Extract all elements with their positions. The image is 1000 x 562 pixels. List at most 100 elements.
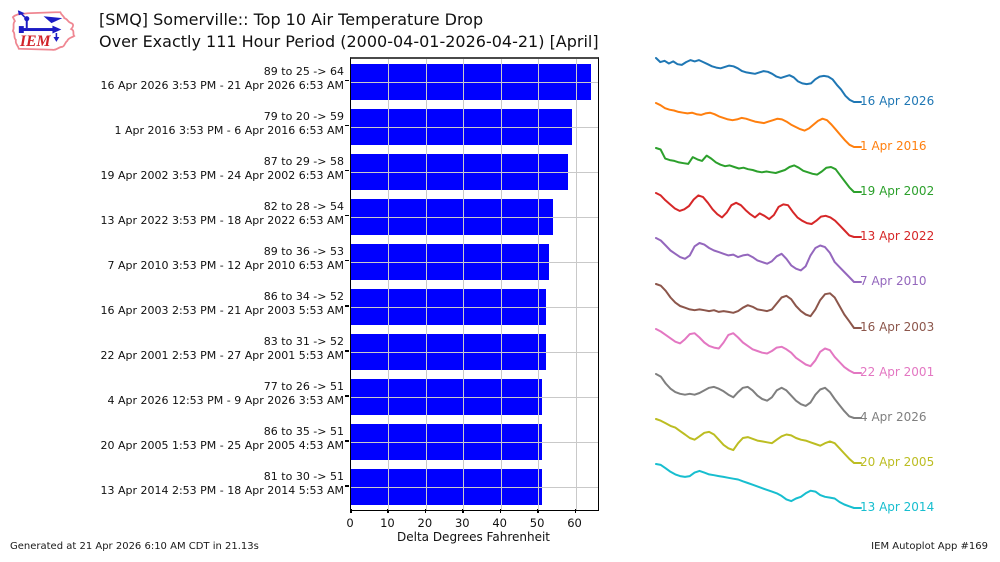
x-tick bbox=[424, 509, 427, 513]
grid-line-horizontal bbox=[351, 307, 598, 309]
sparkline-label: 22 Apr 2001 bbox=[860, 364, 935, 379]
bar-label: 79 to 20 -> 59 1 Apr 2016 3:53 PM - 6 Apr… bbox=[44, 110, 344, 138]
bar-label-period: 7 Apr 2010 3:53 PM - 12 Apr 2010 6:53 AM bbox=[107, 258, 344, 272]
grid-line-vertical bbox=[463, 59, 465, 510]
sparkline-path bbox=[655, 417, 862, 464]
bar-label-range: 79 to 20 -> 59 bbox=[263, 109, 344, 123]
sparkline-16-apr-2003 bbox=[655, 282, 862, 329]
sparkline-path bbox=[655, 147, 862, 194]
bar-label: 81 to 30 -> 51 13 Apr 2014 2:53 PM - 18 A… bbox=[44, 470, 344, 498]
bar-label-period: 16 Apr 2026 3:53 PM - 21 Apr 2026 6:53 A… bbox=[100, 78, 344, 92]
sparkline-label: 16 Apr 2026 bbox=[860, 94, 935, 108]
grid-line-horizontal bbox=[351, 81, 598, 83]
sparkline-label: 13 Apr 2014 bbox=[860, 499, 935, 514]
y-tick bbox=[345, 485, 349, 487]
sparkline-label: 7 Apr 2010 bbox=[860, 274, 927, 289]
y-tick bbox=[345, 305, 349, 307]
bar-label: 89 to 25 -> 64 16 Apr 2026 3:53 PM - 21 A… bbox=[44, 65, 344, 93]
sparkline-label: 4 Apr 2026 bbox=[860, 409, 927, 424]
grid-line-horizontal bbox=[351, 171, 598, 173]
sparkline-label: 20 Apr 2005 bbox=[860, 454, 935, 469]
title-line-1: [SMQ] Somerville:: Top 10 Air Temperatur… bbox=[99, 10, 484, 29]
bar-label-range: 83 to 31 -> 52 bbox=[263, 335, 344, 349]
sparkline-label: 19 Apr 2002 bbox=[860, 184, 935, 199]
logo-text: IEM bbox=[19, 33, 52, 50]
y-tick bbox=[345, 259, 349, 262]
bar-label-period: 22 Apr 2001 2:53 PM - 27 Apr 2001 5:53 A… bbox=[100, 349, 344, 363]
bar-label-range: 89 to 25 -> 64 bbox=[263, 64, 344, 78]
bar-label: 86 to 35 -> 51 20 Apr 2005 1:53 PM - 25 A… bbox=[44, 425, 344, 453]
grid-line-horizontal bbox=[351, 216, 598, 218]
grid-line-vertical bbox=[575, 59, 577, 510]
generated-timestamp: Generated at 21 Apr 2026 6:10 AM CDT in … bbox=[10, 541, 259, 552]
bar-label-range: 86 to 34 -> 52 bbox=[263, 290, 344, 304]
bar-label: 82 to 28 -> 54 13 Apr 2022 3:53 PM - 18 A… bbox=[44, 200, 344, 228]
bar-label: 77 to 26 -> 51 4 Apr 2026 12:53 PM - 9 Ap… bbox=[44, 380, 344, 408]
y-tick bbox=[345, 395, 349, 397]
sparkline-path bbox=[655, 57, 862, 103]
grid-line-vertical bbox=[538, 59, 540, 510]
grid-line-vertical bbox=[500, 59, 502, 510]
grid-line-horizontal bbox=[351, 487, 598, 489]
x-tick-label: 60 bbox=[567, 516, 582, 530]
x-tick-label: 40 bbox=[492, 516, 507, 530]
sparkline-20-apr-2005 bbox=[655, 417, 862, 464]
bar-label-period: 19 Apr 2002 3:53 PM - 24 Apr 2002 6:53 A… bbox=[100, 168, 344, 182]
y-tick bbox=[345, 350, 349, 352]
x-tick bbox=[537, 509, 539, 513]
y-tick bbox=[345, 124, 349, 127]
app-credit: IEM Autoplot App #169 bbox=[871, 541, 988, 552]
sparkline-path bbox=[655, 102, 862, 149]
sparkline-16-apr-2026 bbox=[655, 57, 862, 103]
sparkline-path bbox=[655, 462, 862, 509]
iowa-outline bbox=[11, 11, 76, 51]
bar-label: 86 to 34 -> 52 16 Apr 2003 2:53 PM - 21 A… bbox=[44, 290, 344, 318]
grid-line-horizontal bbox=[351, 126, 598, 128]
bar-plot-area bbox=[350, 57, 599, 511]
x-tick-label: 20 bbox=[417, 516, 433, 530]
bar-label-period: 13 Apr 2022 3:53 PM - 18 Apr 2022 6:53 A… bbox=[100, 213, 344, 227]
grid-line-horizontal bbox=[351, 352, 598, 354]
y-tick bbox=[345, 214, 349, 217]
bar-label-period: 1 Apr 2016 3:53 PM - 6 Apr 2016 6:53 AM bbox=[114, 123, 344, 137]
sparkline-13-apr-2014 bbox=[655, 462, 862, 509]
x-tick bbox=[462, 509, 464, 513]
bar-label: 87 to 29 -> 58 19 Apr 2002 3:53 PM - 24 A… bbox=[44, 155, 344, 183]
sparkline-path bbox=[655, 192, 862, 239]
bar-label-range: 86 to 35 -> 51 bbox=[263, 425, 344, 439]
grid-line-horizontal bbox=[351, 397, 598, 399]
grid-line-horizontal bbox=[351, 442, 598, 444]
x-tick bbox=[350, 509, 352, 513]
sparkline-label: 13 Apr 2022 bbox=[860, 229, 935, 244]
bar-label-range: 81 to 30 -> 51 bbox=[263, 470, 344, 484]
x-tick-label: 30 bbox=[454, 516, 470, 530]
sparkline-path bbox=[655, 327, 862, 374]
bar-label-period: 16 Apr 2003 2:53 PM - 21 Apr 2003 5:53 A… bbox=[100, 304, 344, 318]
y-tick bbox=[345, 169, 349, 172]
x-tick bbox=[574, 509, 577, 513]
bar-label-range: 82 to 28 -> 54 bbox=[263, 199, 344, 213]
bar-label-period: 13 Apr 2014 2:53 PM - 18 Apr 2014 5:53 A… bbox=[100, 484, 344, 498]
bar-label-range: 87 to 29 -> 58 bbox=[263, 154, 344, 168]
grid-line-horizontal bbox=[351, 261, 598, 263]
bar-label-range: 77 to 26 -> 51 bbox=[263, 380, 344, 394]
weather-vane-icon bbox=[17, 10, 63, 42]
bar-label-period: 4 Apr 2026 12:53 PM - 9 Apr 2026 3:53 AM bbox=[107, 394, 344, 408]
bar-label-range: 89 to 36 -> 53 bbox=[263, 244, 344, 258]
chart-title: [SMQ] Somerville:: Top 10 Air Temperatur… bbox=[99, 9, 599, 53]
sparkline-7-apr-2010 bbox=[655, 237, 862, 284]
sparkline-22-apr-2001 bbox=[655, 327, 862, 374]
sparkline-13-apr-2022 bbox=[655, 192, 862, 239]
sparkline-1-apr-2016 bbox=[655, 102, 862, 149]
sparkline-path bbox=[655, 282, 862, 329]
x-tick bbox=[499, 509, 502, 513]
grid-line-vertical bbox=[425, 59, 427, 510]
x-tick-label: 10 bbox=[380, 516, 395, 530]
sparkline-label: 1 Apr 2016 bbox=[860, 139, 927, 154]
iem-logo: IEM bbox=[11, 10, 76, 51]
y-tick bbox=[345, 79, 349, 82]
x-tick-label: 50 bbox=[529, 516, 545, 530]
bar-label: 83 to 31 -> 52 22 Apr 2001 2:53 PM - 27 A… bbox=[44, 335, 344, 363]
bar-label: 89 to 36 -> 53 7 Apr 2010 3:53 PM - 12 Ap… bbox=[44, 245, 344, 273]
